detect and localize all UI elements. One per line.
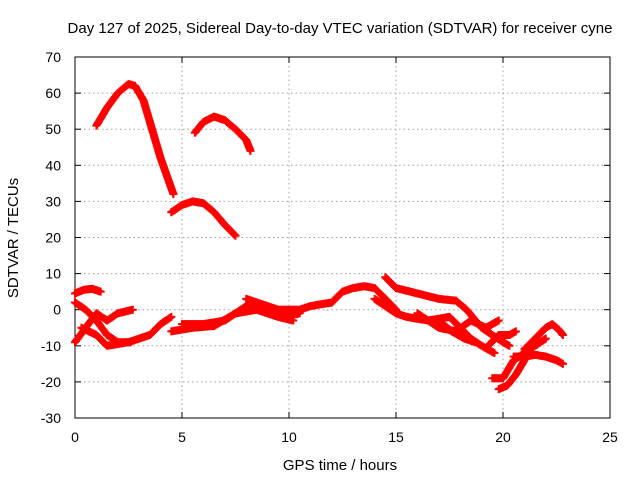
data-point [128,305,137,314]
data-point [471,338,480,347]
series-arc-late-2 [520,320,567,354]
axis-ticks: 0 5 10 15 20 25 -30 -20 -10 0 10 20 30 40 50 60 70 [41,49,618,445]
grid [75,57,610,418]
chart-title: Day 127 of 2025, Sidereal Day-to-day VTE… [68,20,613,37]
data-point [96,287,105,296]
series-arc-late [509,350,567,368]
series-arc-high-peak [92,80,178,199]
data-point [494,316,503,325]
data-point [246,146,255,155]
series-arc-afternoon-3 [413,309,503,336]
y-tick-label: -20 [41,374,61,390]
series-arc-thirty [167,197,240,240]
series-arc-midday-2 [178,302,304,329]
series-arc-afternoon-4 [434,316,480,347]
y-tick-label: 20 [45,230,61,246]
x-tick-label: 15 [388,429,404,445]
y-tick-label: -10 [41,338,61,354]
y-tick-label: 40 [45,157,61,173]
data-point [231,231,240,240]
x-axis-label: GPS time / hours [283,457,397,474]
x-tick-label: 0 [71,429,79,445]
x-tick-label: 25 [602,429,618,445]
series-arc-central [242,282,400,314]
series-arc-mid-peak [190,112,255,155]
data-point [490,349,499,358]
series-arc-late-3 [484,327,520,350]
data-points [71,80,567,394]
series-arc-early-v [71,305,137,347]
y-tick-label: 70 [45,49,61,65]
y-tick-label: 50 [45,121,61,137]
y-tick-label: 60 [45,85,61,101]
y-tick-label: -30 [41,410,61,426]
data-point [505,341,514,350]
x-tick-label: 20 [495,429,511,445]
data-point [558,330,567,339]
y-tick-label: 10 [45,266,61,282]
x-tick-label: 5 [178,429,186,445]
series-arc-early-hump [71,284,105,298]
data-point [169,190,178,199]
y-axis-label: SDTVAR / TECUs [5,178,22,298]
data-point [541,334,550,343]
series-arc-low-rise [77,312,176,350]
y-tick-label: 0 [53,302,61,318]
data-point [511,327,520,336]
data-point [558,359,567,368]
data-point [167,312,176,321]
y-tick-label: 30 [45,193,61,209]
x-tick-label: 10 [281,429,297,445]
